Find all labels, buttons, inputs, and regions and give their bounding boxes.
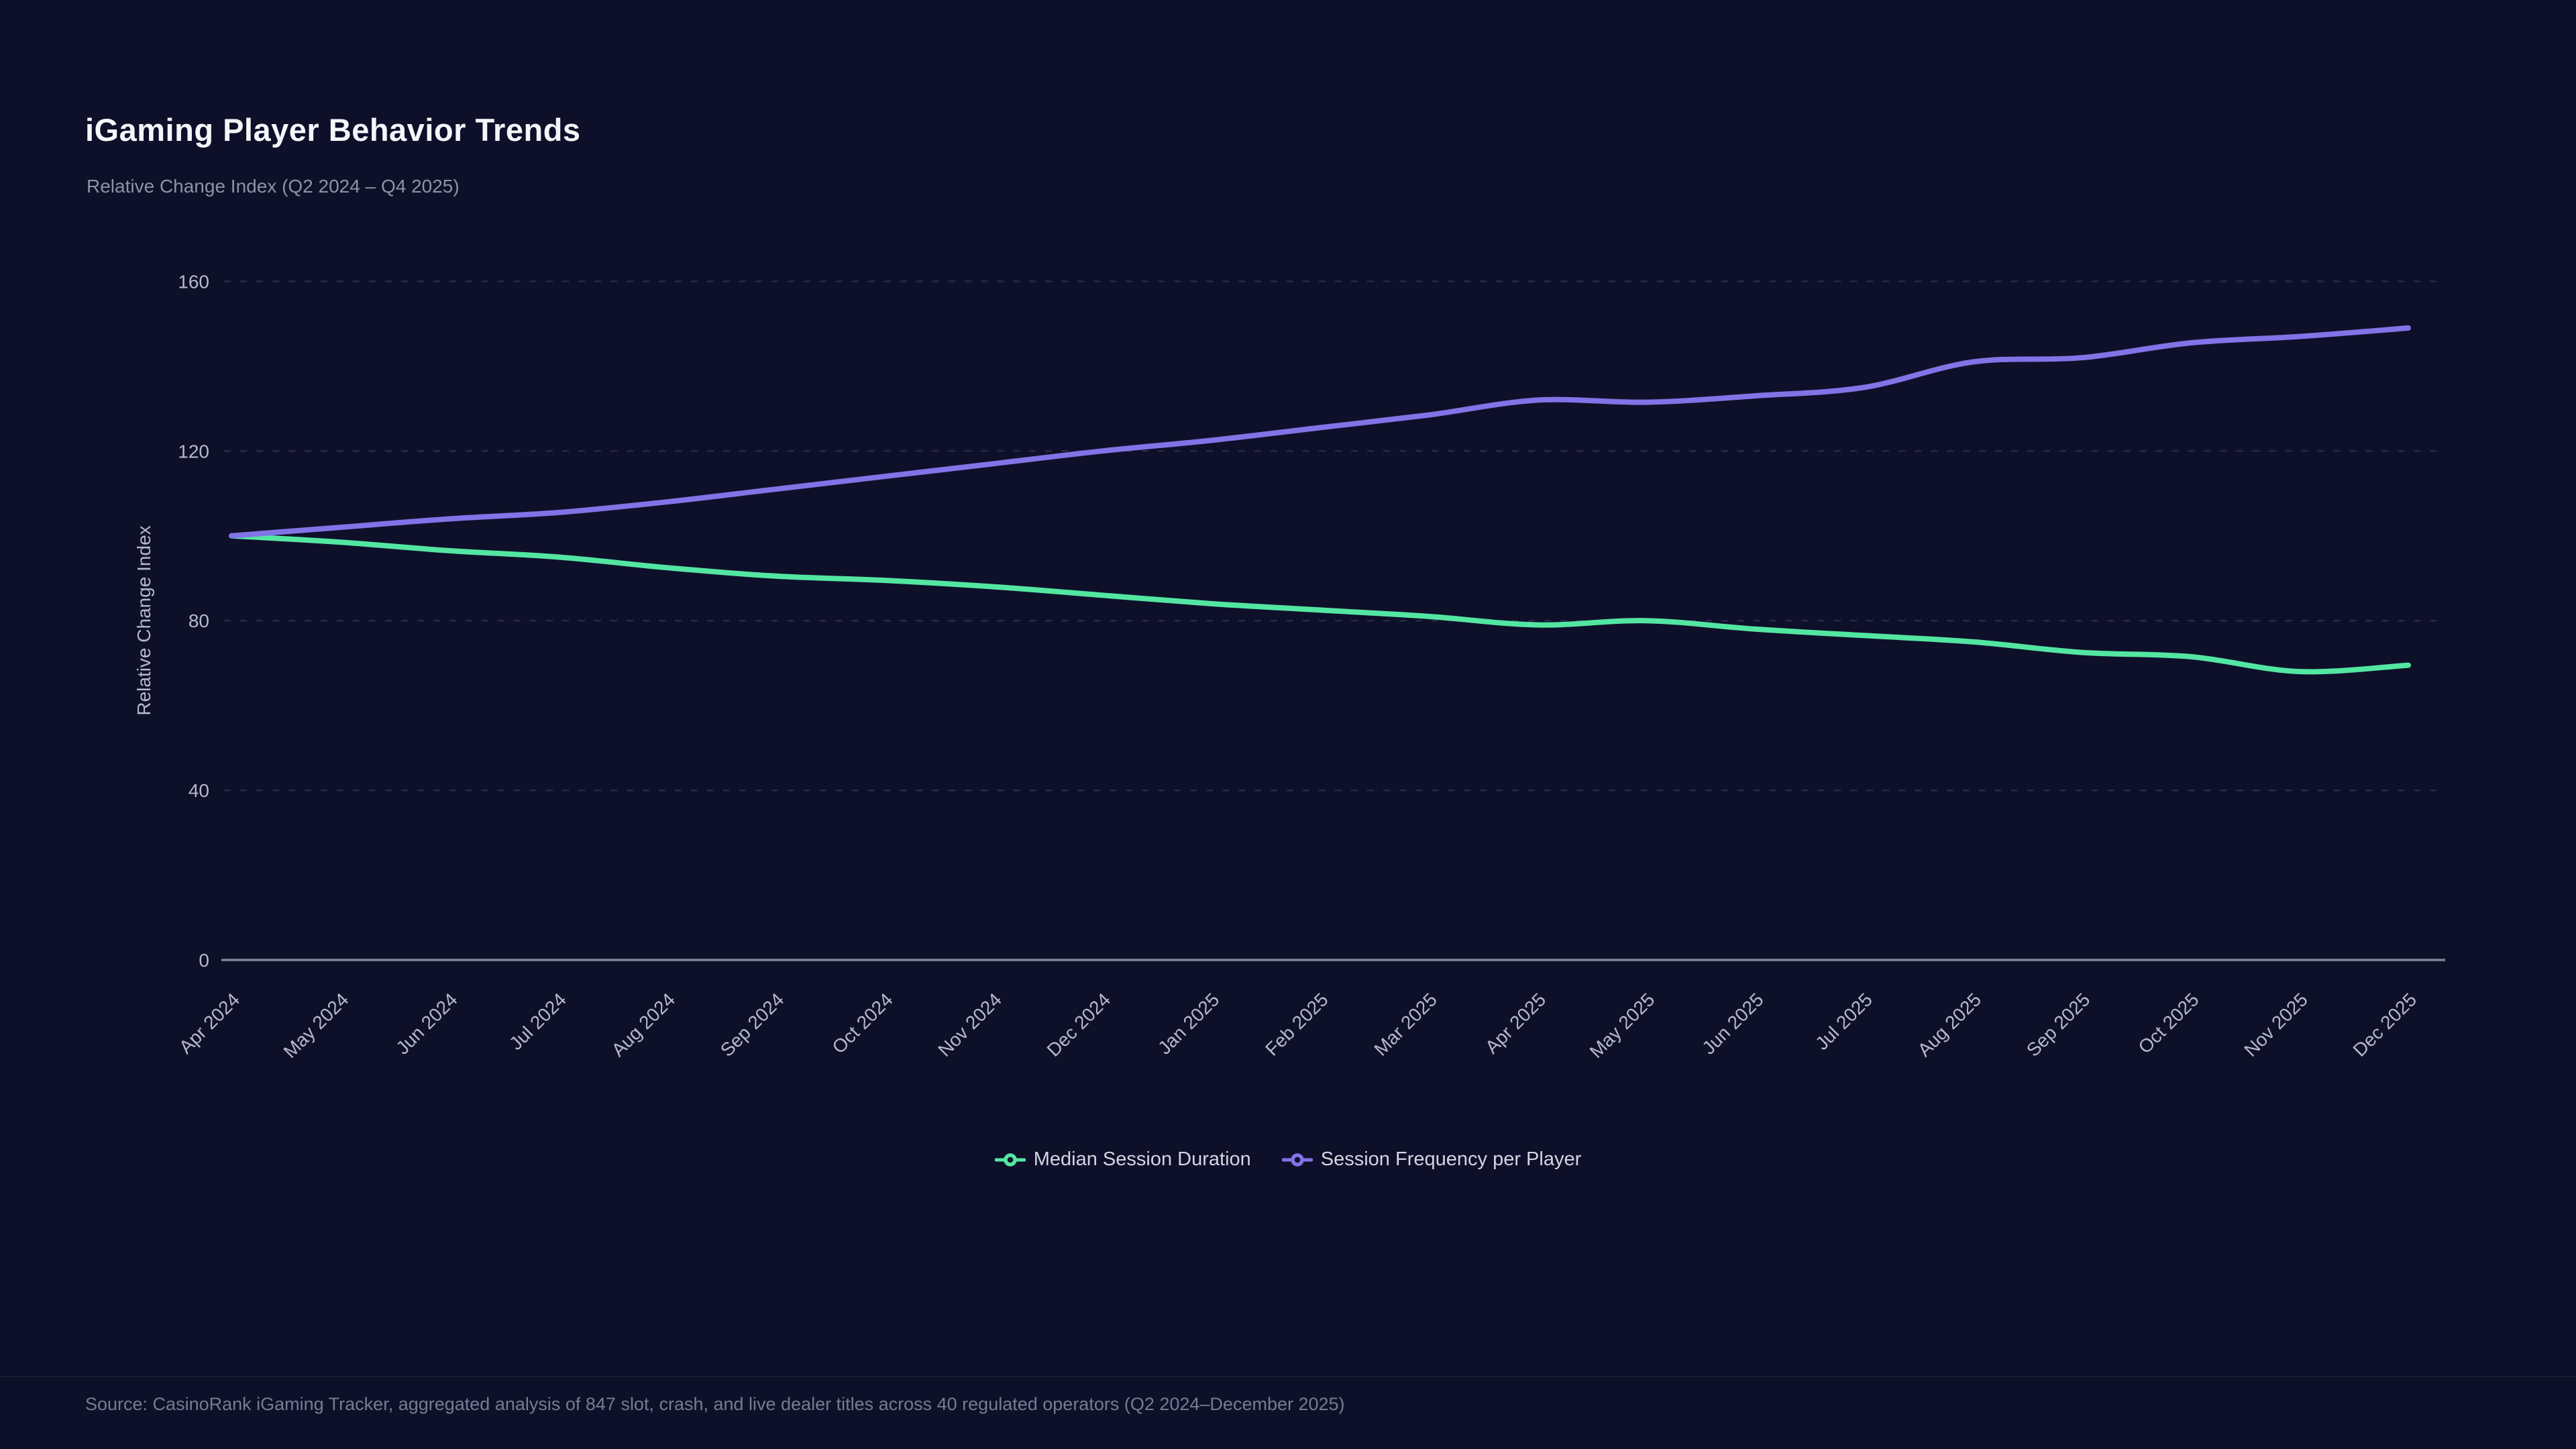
x-tick-label: Aug 2024 (608, 989, 680, 1061)
y-axis-title: Relative Change Index (133, 525, 154, 715)
series-line-median-session-duration (229, 533, 2411, 675)
x-tick-label: Apr 2025 (1481, 989, 1550, 1057)
chart-legend: Median Session Duration Session Frequency… (0, 1148, 2576, 1171)
x-tick-label: Sep 2025 (2023, 989, 2094, 1061)
source-note: Source: CasinoRank iGaming Tracker, aggr… (85, 1394, 1345, 1414)
x-tick-label: May 2025 (1586, 989, 1659, 1062)
y-tick-label: 160 (178, 271, 209, 292)
series-line-session-frequency-per-player (229, 325, 2411, 539)
x-tick-label: Dec 2025 (2349, 989, 2421, 1061)
x-tick-label: Jul 2025 (1811, 989, 1876, 1054)
x-tick-label: Feb 2025 (1261, 989, 1332, 1060)
x-tick-label: Dec 2024 (1043, 989, 1115, 1061)
x-tick-label: Nov 2024 (934, 989, 1006, 1061)
x-tick-label: Sep 2024 (716, 989, 788, 1061)
x-tick-label: Oct 2025 (2134, 989, 2202, 1057)
x-tick-label: Apr 2024 (175, 989, 244, 1057)
x-tick-label: Nov 2025 (2240, 989, 2312, 1061)
x-tick-label: Jun 2025 (1698, 989, 1767, 1058)
page-subtitle: Relative Change Index (Q2 2024 – Q4 2025… (87, 176, 460, 197)
footer-divider (0, 1376, 2576, 1377)
y-tick-label: 40 (189, 780, 209, 801)
x-tick-label: Oct 2024 (828, 989, 896, 1057)
legend-marker-icon (994, 1152, 1026, 1167)
x-tick-label: Mar 2025 (1370, 989, 1441, 1060)
y-tick-label: 0 (199, 950, 209, 971)
line-chart: 0 40 80 120 160 Relative Change Index Apr 2024… (133, 271, 2445, 1062)
legend-marker-icon (1281, 1152, 1313, 1167)
legend-item-median-session-duration: Median Session Duration (994, 1148, 1251, 1171)
x-tick-label: May 2024 (280, 989, 353, 1062)
legend-label: Median Session Duration (1033, 1148, 1251, 1170)
x-tick-label: Jan 2025 (1154, 989, 1223, 1058)
y-tick-label: 80 (189, 610, 209, 631)
page-title: iGaming Player Behavior Trends (85, 112, 581, 148)
legend-label: Session Frequency per Player (1320, 1148, 1582, 1170)
x-tick-label: Aug 2025 (1914, 989, 1986, 1061)
x-tick-label: Jun 2024 (392, 989, 461, 1058)
legend-item-session-frequency-per-player: Session Frequency per Player (1281, 1148, 1582, 1171)
x-tick-label: Jul 2024 (505, 989, 570, 1054)
y-tick-label: 120 (178, 441, 209, 462)
